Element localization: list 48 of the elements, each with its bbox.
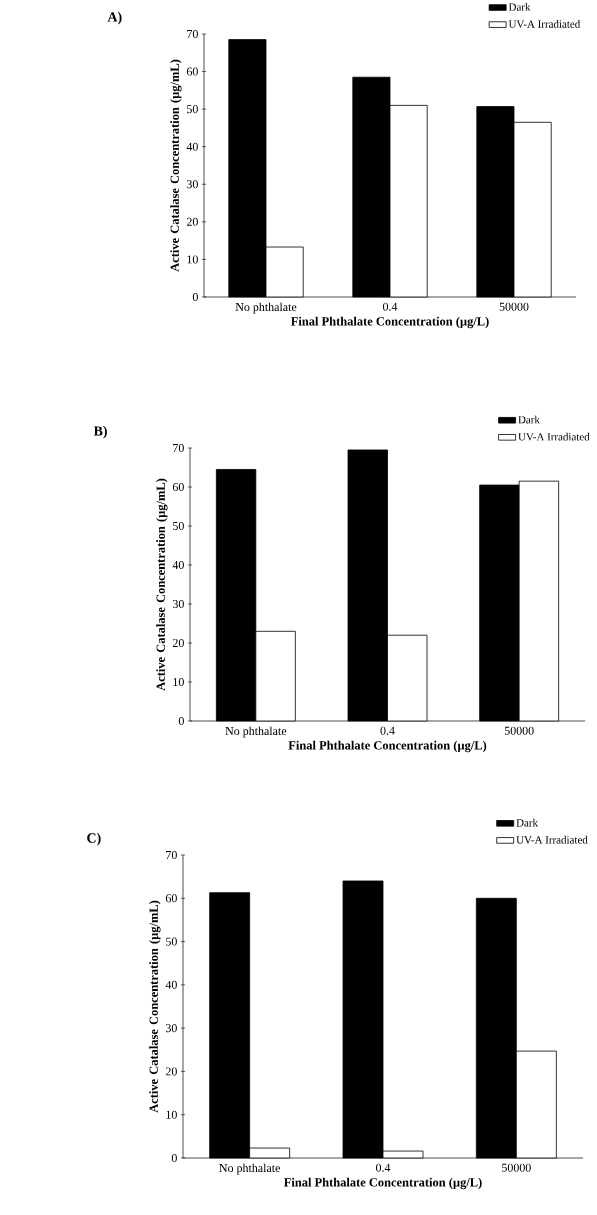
chart-title: B) (93, 425, 107, 439)
y-tick-label: 70 (173, 443, 184, 453)
legend-label: Dark (516, 818, 539, 827)
x-tick-label: No phthalate (219, 1163, 280, 1175)
y-axis-title: Active Catalase Concentration (µg/mL) (156, 478, 168, 691)
y-tick-label: 20 (172, 638, 184, 648)
y-tick-label: 0 (171, 1153, 177, 1163)
y-tick-label: 50 (166, 937, 177, 946)
y-axis-title: Active Catalase Concentration (µg/mL) (170, 59, 182, 272)
y-tick-label: 0 (178, 716, 184, 726)
x-tick-label: 50000 (502, 1163, 531, 1172)
y-tick-label: 20 (186, 217, 198, 226)
y-tick-label: 50 (173, 521, 184, 531)
x-tick-label: 50000 (499, 302, 529, 311)
y-tick-label: 10 (166, 1110, 177, 1119)
y-tick-label: 60 (165, 894, 177, 903)
y-tick-label: 10 (187, 255, 198, 264)
chart-title: C) (87, 832, 101, 846)
y-tick-label: 30 (186, 180, 198, 189)
legend-label: Dark (518, 415, 540, 424)
y-tick-label: 0 (192, 292, 198, 302)
x-tick-label: 0.4 (375, 1163, 391, 1172)
y-tick-label: 40 (172, 560, 184, 570)
y-tick-label: 40 (165, 980, 177, 989)
y-axis-title: Active Catalase Concentration (µg/mL) (149, 900, 161, 1113)
x-axis-title: Final Phthalate Concentration (µg/L) (288, 740, 487, 753)
x-tick-label: No phthalate (235, 302, 297, 314)
legend-label: UV-A Irradiated (518, 432, 590, 441)
chart-title: A) (107, 11, 122, 25)
x-axis-title: Final Phthalate Concentration (µg/L) (290, 316, 489, 329)
y-tick-label: 10 (173, 677, 184, 687)
y-tick-label: 40 (186, 142, 198, 151)
x-tick-label: 0.4 (380, 726, 395, 735)
legend-label: Dark (508, 2, 531, 11)
x-tick-label: 50000 (504, 726, 534, 735)
legend-label: UV-A Irradiated (508, 20, 581, 28)
x-axis-title: Final Phthalate Concentration (µg/L) (283, 1177, 482, 1190)
x-tick-label: No phthalate (225, 726, 287, 738)
x-tick-label: 0.4 (382, 302, 398, 311)
y-tick-label: 70 (166, 850, 177, 860)
y-tick-label: 20 (165, 1067, 177, 1076)
legend-label: UV-A Irradiated (516, 835, 588, 844)
y-tick-label: 30 (172, 599, 184, 609)
y-tick-label: 50 (187, 105, 198, 114)
y-tick-label: 30 (165, 1024, 177, 1033)
y-tick-label: 70 (187, 29, 198, 39)
y-tick-label: 60 (172, 482, 184, 492)
y-tick-label: 60 (186, 67, 198, 76)
